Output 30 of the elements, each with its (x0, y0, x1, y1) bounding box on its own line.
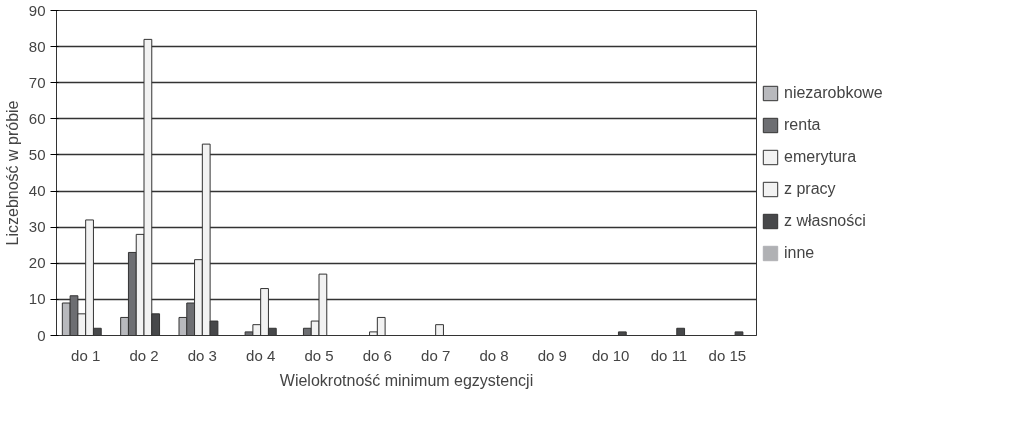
legend-label: renta (784, 115, 822, 134)
legend-label: z pracy (784, 179, 837, 198)
x-tick-label: do 15 (708, 346, 747, 364)
y-axis-title: Liczebność w próbie (3, 100, 21, 246)
x-tick-label: do 9 (537, 346, 567, 364)
y-tick-label: 20 (28, 254, 46, 272)
x-tick-label: do 5 (304, 346, 334, 364)
x-axis-title: Wielokrotność minimum egzystencji (279, 371, 534, 389)
x-tick-label: do 2 (129, 346, 159, 364)
y-tick-label: 0 (37, 326, 46, 344)
y-tick-label: 50 (28, 145, 46, 163)
x-tick-label: do 6 (362, 346, 392, 364)
y-tick-label: 60 (28, 109, 46, 127)
x-tick-label: do 3 (187, 346, 217, 364)
x-tick-label: do 11 (650, 346, 688, 364)
y-tick-label: 80 (28, 37, 46, 55)
x-tick-label: do 8 (479, 346, 509, 364)
y-tick-label: 40 (28, 182, 46, 200)
x-tick-label: do 7 (421, 346, 451, 364)
x-tick-label: do 10 (591, 346, 630, 364)
legend-label: inne (784, 243, 816, 262)
x-tick-label: do 1 (71, 346, 101, 364)
x-tick-label: do 4 (246, 346, 276, 364)
legend-label: niezarobkowe (784, 83, 884, 102)
legend-label: z własności (784, 211, 867, 230)
y-tick-label: 70 (28, 73, 46, 91)
y-tick-label: 10 (28, 290, 46, 308)
y-tick-label: 30 (28, 218, 46, 236)
legend-label: emerytura (784, 147, 858, 166)
y-tick-label: 90 (28, 1, 46, 19)
